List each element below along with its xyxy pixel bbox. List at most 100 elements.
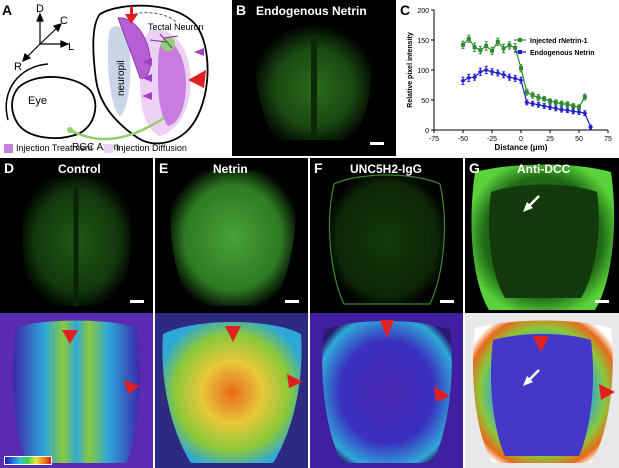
eye-label: Eye [28, 95, 47, 107]
panel-letter-d: D [4, 160, 15, 176]
x-tick-label: 75 [604, 136, 612, 143]
legend-label: Endogenous Netrin [530, 50, 595, 57]
micrograph-image [155, 169, 308, 468]
data-point [524, 90, 529, 95]
data-point [588, 124, 594, 130]
panel-letter-e: E [159, 160, 169, 176]
axis-label-lateral: L [68, 41, 74, 53]
micrograph-image [0, 176, 153, 468]
data-point [564, 107, 570, 113]
data-point [565, 102, 570, 107]
panel-e-micrograph: E Netrin [155, 158, 308, 468]
data-point [501, 46, 506, 51]
series-line-0 [462, 37, 586, 108]
data-point [466, 75, 472, 81]
micrograph-image [255, 23, 373, 140]
x-tick-label: 25 [546, 136, 554, 143]
y-tick-label: 100 [417, 68, 429, 75]
data-point [513, 45, 518, 50]
axis-label-caudal: C [60, 15, 68, 27]
data-point [541, 103, 547, 109]
data-point [512, 75, 518, 81]
orientation-axes [22, 12, 70, 63]
injection-treatment-region [158, 40, 186, 126]
y-tick-label: 0 [425, 128, 429, 135]
red-injection-arrows [125, 6, 206, 88]
data-point [548, 99, 552, 104]
red-arrow-marker [599, 384, 615, 400]
scale-bar-d [130, 300, 144, 303]
micrograph-image [310, 174, 463, 468]
x-tick-label: 50 [575, 136, 583, 143]
data-point [489, 69, 495, 75]
panel-letter-a: A [2, 2, 13, 18]
schematic-diagram: D C L R Tectal Neuron [5, 3, 209, 153]
line-chart: 0 50 100 150 200 -75 -50 -25 0 25 50 75 Distance (μm… [407, 8, 612, 152]
data-point [530, 101, 536, 107]
x-tick-label: -50 [458, 136, 468, 143]
data-point [519, 66, 523, 71]
neuropil-label: neuropil [116, 60, 127, 96]
data-point [570, 108, 576, 114]
panel-a: D C L R Tectal Neuron [0, 0, 228, 156]
panel-letter-c: C [400, 2, 411, 18]
red-arrow-marker [225, 326, 241, 342]
panel-title-b: Endogenous Netrin [256, 4, 367, 18]
data-point [536, 95, 541, 100]
panel-title-e: Netrin [213, 162, 248, 176]
red-arrow-marker [533, 336, 549, 352]
data-point [582, 110, 588, 116]
data-point [518, 77, 524, 83]
scale-bar-b [370, 142, 384, 145]
panel-title-f: UNC5H2-IgG [350, 162, 423, 176]
data-point [507, 43, 512, 48]
data-point [472, 45, 477, 50]
head-outline [5, 63, 49, 121]
data-point [490, 48, 494, 53]
data-point [542, 96, 547, 101]
data-point [582, 95, 587, 99]
y-tick-label: 200 [417, 8, 429, 15]
scale-bar-f [440, 300, 454, 303]
panel-letter-b: B [236, 2, 247, 18]
data-point [553, 105, 559, 111]
data-point [530, 93, 535, 98]
micrograph-image [465, 164, 619, 468]
legend-marker [518, 50, 522, 54]
data-point [559, 101, 564, 106]
data-point [483, 67, 489, 73]
data-point [501, 72, 507, 78]
tectal-neuron-label: Tectal Neuron [148, 22, 204, 32]
scale-bar-e [285, 300, 299, 303]
panel-d-micrograph: D Control [0, 158, 153, 468]
data-point [524, 99, 530, 105]
rgc-axon [69, 116, 165, 141]
axis-label-rostral: R [14, 61, 22, 73]
data-point [472, 74, 478, 80]
legend-label: Injected rNetrin-1 [530, 38, 588, 45]
legend-label-diffusion: Injection Diffusion [116, 143, 187, 153]
legend-swatch-treatment [4, 144, 13, 153]
eye-outline [11, 76, 97, 139]
diffusion-arrows [142, 48, 204, 100]
data-point [535, 102, 541, 108]
y-axis-label: Relative pixel intensity [407, 32, 414, 108]
data-point [460, 78, 466, 84]
heatmap-colorbar [4, 456, 52, 465]
x-tick-label: 0 [519, 136, 523, 143]
data-point [576, 109, 582, 115]
red-arrow-marker [124, 380, 140, 394]
panel-letter-f: F [314, 160, 323, 176]
panel-b-micrograph: B Endogenous Netrin [232, 0, 396, 156]
scale-bar-g [595, 300, 609, 303]
data-point [495, 39, 500, 44]
data-point [484, 44, 489, 48]
panel-title-g: Anti-DCC [517, 162, 571, 176]
rgc-axon-label: RGC Axon [72, 142, 119, 153]
data-point [478, 48, 483, 53]
data-point [577, 105, 581, 110]
data-point [506, 74, 512, 80]
dendrites [149, 33, 179, 49]
panel-title-d: Control [58, 162, 101, 176]
data-point [477, 69, 483, 75]
